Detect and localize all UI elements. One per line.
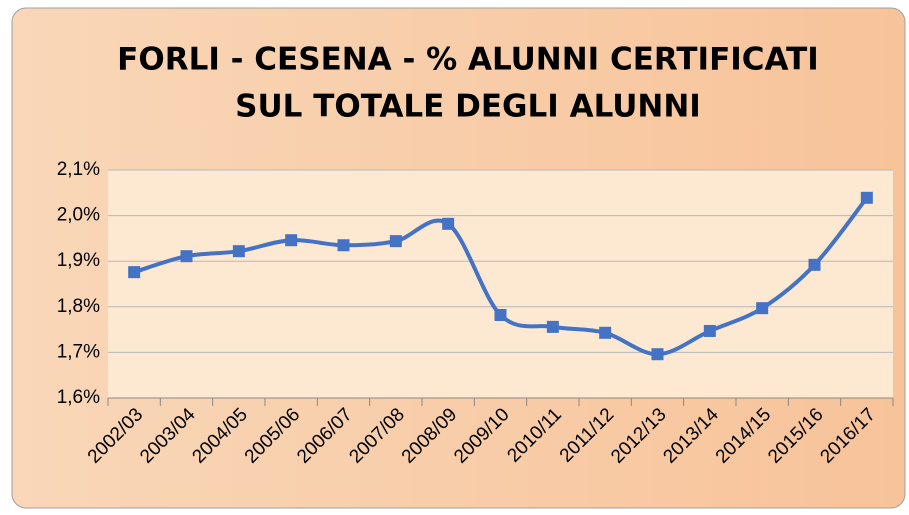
data-point <box>128 266 141 279</box>
y-tick-label: 1,6% <box>57 387 100 408</box>
data-point <box>337 239 350 252</box>
data-point <box>285 234 298 247</box>
y-tick-label: 1,9% <box>57 250 100 271</box>
data-point <box>232 245 245 258</box>
data-point <box>180 250 193 263</box>
plot-area <box>108 170 893 398</box>
y-tick-label: 2,0% <box>57 205 100 226</box>
data-point <box>703 324 716 337</box>
data-point <box>494 309 507 322</box>
y-tick-label: 1,7% <box>57 341 100 362</box>
data-point <box>389 235 402 248</box>
data-point <box>442 217 455 230</box>
y-tick-label: 2,1% <box>57 159 100 180</box>
data-point <box>546 320 559 333</box>
y-tick-label: 1,8% <box>57 296 100 317</box>
data-point <box>599 326 612 339</box>
data-point <box>808 258 821 271</box>
chart-title: SUL TOTALE DEGLI ALUNNI <box>235 89 701 125</box>
data-point <box>756 302 769 315</box>
data-point <box>860 191 873 204</box>
chart-title: FORLI - CESENA - % ALUNNI CERTIFICATI <box>117 42 819 78</box>
data-point <box>651 348 664 361</box>
